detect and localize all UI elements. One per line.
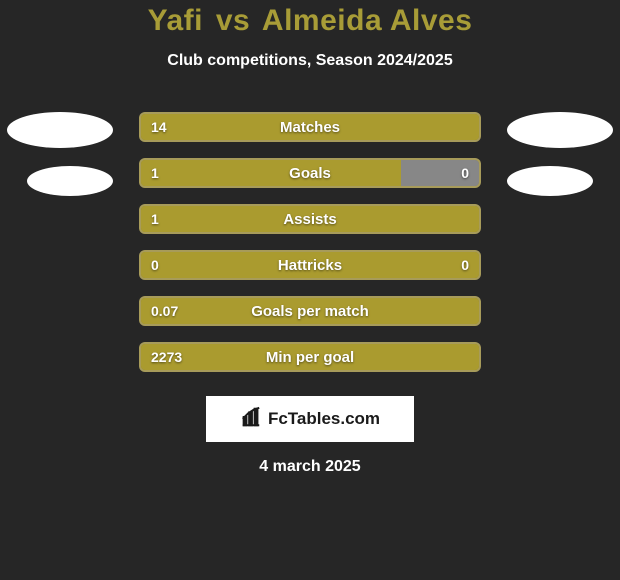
comparison-content: 14Matches 10Goals 1Assists 00Hattricks 0.07G… [0, 112, 620, 476]
stat-fill-left [141, 252, 479, 278]
stat-row: 0.07Goals per match [139, 296, 481, 326]
infographic-root: Yafi vs Almeida Alves Club competitions,… [0, 0, 620, 580]
stat-fill-left [141, 114, 479, 140]
subtitle: Club competitions, Season 2024/2025 [0, 52, 620, 70]
source-logo: FcTables.com [206, 396, 414, 442]
stat-row: 1Assists [139, 204, 481, 234]
source-logo-text: FcTables.com [268, 409, 380, 429]
stat-row: 14Matches [139, 112, 481, 142]
stat-fill-left [141, 206, 479, 232]
stat-row: 2273Min per goal [139, 342, 481, 372]
vs-separator: vs [216, 4, 250, 37]
stat-rows: 14Matches 10Goals 1Assists 00Hattricks 0.07G… [139, 112, 481, 372]
player1-badge-bottom [27, 166, 113, 196]
bar-chart-icon [240, 406, 262, 433]
stat-fill-left [141, 298, 479, 324]
player2-badge-bottom [507, 166, 593, 196]
stat-fill-left [141, 344, 479, 370]
player2-badge-top [507, 112, 613, 148]
player1-badge-top [7, 112, 113, 148]
player2-name: Almeida Alves [262, 4, 472, 37]
stat-row: 00Hattricks [139, 250, 481, 280]
stat-fill-left [141, 160, 401, 186]
stat-row: 10Goals [139, 158, 481, 188]
title: Yafi vs Almeida Alves [0, 4, 620, 38]
date-label: 4 march 2025 [0, 458, 620, 476]
stat-fill-right [401, 160, 479, 186]
player1-name: Yafi [148, 4, 203, 37]
